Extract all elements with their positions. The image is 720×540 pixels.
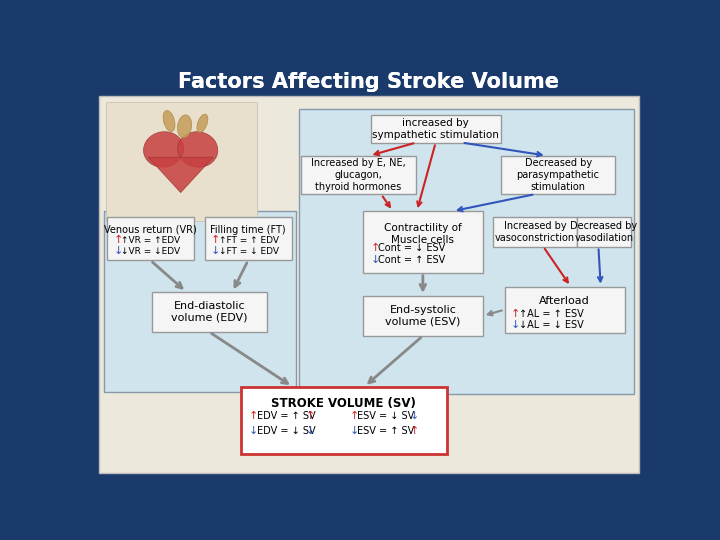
- Text: ↓: ↓: [350, 426, 359, 436]
- Ellipse shape: [163, 111, 175, 132]
- Text: EDV = ↓ SV: EDV = ↓ SV: [256, 426, 315, 436]
- FancyBboxPatch shape: [106, 102, 256, 221]
- Text: ↓: ↓: [510, 320, 521, 330]
- Text: ↑: ↑: [249, 411, 258, 421]
- Text: Decreased by
parasympathetic
stimulation: Decreased by parasympathetic stimulation: [517, 158, 600, 192]
- FancyBboxPatch shape: [107, 217, 194, 260]
- Text: Cont = ↑ ESV: Cont = ↑ ESV: [378, 255, 446, 265]
- Text: ESV = ↑ SV: ESV = ↑ SV: [357, 426, 415, 436]
- Text: Afterload: Afterload: [539, 296, 590, 306]
- FancyBboxPatch shape: [493, 217, 577, 247]
- FancyBboxPatch shape: [363, 211, 483, 273]
- FancyBboxPatch shape: [363, 296, 483, 336]
- Text: ↑: ↑: [305, 411, 315, 421]
- Text: ↓: ↓: [371, 255, 380, 265]
- FancyBboxPatch shape: [99, 96, 639, 473]
- Text: ↑: ↑: [410, 426, 420, 436]
- Text: ↓: ↓: [211, 246, 220, 256]
- FancyBboxPatch shape: [90, 65, 648, 481]
- Text: End-systolic
volume (ESV): End-systolic volume (ESV): [385, 305, 461, 327]
- Text: ↑: ↑: [510, 308, 521, 319]
- FancyBboxPatch shape: [241, 387, 446, 455]
- Text: ↓FT = ↓ EDV: ↓FT = ↓ EDV: [219, 247, 279, 255]
- Text: ↑: ↑: [211, 235, 220, 245]
- Ellipse shape: [197, 114, 208, 132]
- Ellipse shape: [177, 115, 192, 138]
- Text: ↑VR = ↑EDV: ↑VR = ↑EDV: [121, 236, 180, 245]
- FancyBboxPatch shape: [300, 110, 634, 394]
- Text: EDV = ↑ SV: EDV = ↑ SV: [256, 411, 315, 421]
- FancyBboxPatch shape: [301, 156, 415, 194]
- Text: ↓: ↓: [410, 411, 420, 421]
- FancyBboxPatch shape: [204, 217, 292, 260]
- Text: Increased by E, NE,
glucagon,
thyroid hormones: Increased by E, NE, glucagon, thyroid ho…: [311, 158, 405, 192]
- Text: ↓: ↓: [249, 426, 258, 436]
- FancyBboxPatch shape: [505, 287, 625, 333]
- Text: Cont = ↓ ESV: Cont = ↓ ESV: [378, 243, 446, 253]
- FancyBboxPatch shape: [577, 217, 631, 247]
- Text: Contractility of
Muscle cells: Contractility of Muscle cells: [384, 224, 462, 245]
- Ellipse shape: [178, 132, 218, 167]
- Text: ESV = ↓ SV: ESV = ↓ SV: [357, 411, 415, 421]
- Text: Filling time (FT): Filling time (FT): [210, 225, 286, 235]
- Text: Venous return (VR): Venous return (VR): [104, 225, 197, 235]
- Text: ↑: ↑: [350, 411, 359, 421]
- Text: Factors Affecting Stroke Volume: Factors Affecting Stroke Volume: [179, 72, 559, 92]
- Text: ↓VR = ↓EDV: ↓VR = ↓EDV: [121, 247, 180, 255]
- Text: increased by
sympathetic stimulation: increased by sympathetic stimulation: [372, 118, 499, 139]
- FancyBboxPatch shape: [104, 211, 296, 392]
- Text: STROKE VOLUME (SV): STROKE VOLUME (SV): [271, 397, 416, 410]
- Polygon shape: [148, 157, 213, 193]
- Text: Decreased by
vasodilation: Decreased by vasodilation: [570, 221, 637, 242]
- Ellipse shape: [143, 132, 184, 167]
- Text: ↑: ↑: [113, 235, 122, 245]
- Text: ↑FT = ↑ EDV: ↑FT = ↑ EDV: [219, 236, 279, 245]
- Text: ↑: ↑: [371, 243, 380, 253]
- Text: ↓: ↓: [113, 246, 122, 256]
- Text: ↓: ↓: [305, 426, 315, 436]
- Text: Increased by
vasoconstriction: Increased by vasoconstriction: [495, 221, 575, 242]
- Text: Factors Affecting Stroke Volume: Factors Affecting Stroke Volume: [179, 72, 559, 92]
- Text: ↑AL = ↑ ESV: ↑AL = ↑ ESV: [518, 308, 583, 319]
- FancyBboxPatch shape: [500, 156, 616, 194]
- FancyBboxPatch shape: [152, 292, 266, 332]
- FancyBboxPatch shape: [371, 115, 500, 143]
- Text: End-diastolic
volume (EDV): End-diastolic volume (EDV): [171, 301, 248, 323]
- Text: ↓AL = ↓ ESV: ↓AL = ↓ ESV: [518, 320, 583, 330]
